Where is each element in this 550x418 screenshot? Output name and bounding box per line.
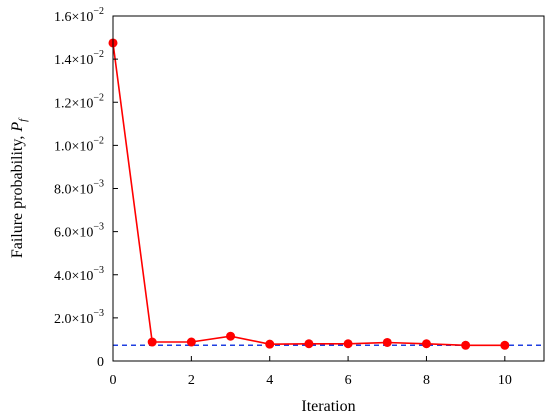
data-point xyxy=(343,339,353,349)
y-tick-label: 2.0×10−3 xyxy=(54,308,104,327)
y-tick-mantissa: 2.0×10 xyxy=(54,312,93,327)
y-tick-exponent: −2 xyxy=(93,92,104,103)
x-tick-label: 2 xyxy=(188,373,195,388)
x-tick-label: 0 xyxy=(110,373,117,388)
y-tick-exponent: −3 xyxy=(93,265,104,276)
y-axis-title-text: Failure probability, xyxy=(9,132,26,259)
y-tick-label: 6.0×10−3 xyxy=(54,222,104,241)
x-tick-label: 8 xyxy=(423,373,430,388)
series-line xyxy=(112,42,505,347)
plot-layer xyxy=(108,38,544,350)
data-point xyxy=(186,337,196,347)
y-tick-exponent: −3 xyxy=(93,222,104,233)
y-axis-title: Failure probability, Pf xyxy=(9,117,29,258)
y-tick-mantissa: 6.0×10 xyxy=(54,226,93,241)
y-tick-mantissa: 1.2×10 xyxy=(54,96,93,111)
data-point xyxy=(226,331,236,341)
y-tick-exponent: −2 xyxy=(93,49,104,60)
y-tick-exponent: −3 xyxy=(93,308,104,319)
y-tick-exponent: −3 xyxy=(93,179,104,190)
y-tick-mantissa: 1.0×10 xyxy=(54,139,93,154)
y-tick-label: 0 xyxy=(97,355,104,370)
y-tick-exponent: −2 xyxy=(93,135,104,146)
x-tick-label: 6 xyxy=(345,373,352,388)
data-point xyxy=(500,340,510,350)
data-point xyxy=(461,340,471,350)
data-point xyxy=(304,339,314,349)
y-tick-mantissa: 0 xyxy=(97,355,104,370)
plot-frame xyxy=(112,15,545,362)
data-point xyxy=(421,339,431,349)
x-tick-label: 4 xyxy=(266,373,273,388)
x-tick-label: 10 xyxy=(498,373,512,388)
x-axis: 0 2 4 6 8 10 xyxy=(110,356,512,388)
y-tick-mantissa: 8.0×10 xyxy=(54,183,93,198)
x-axis-title: Iteration xyxy=(301,398,355,415)
y-axis: 02.0×10−34.0×10−36.0×10−38.0×10−31.0×10−… xyxy=(54,6,118,370)
y-tick-label: 4.0×10−3 xyxy=(54,265,104,284)
data-point xyxy=(147,337,157,347)
y-axis-title-subscript: f xyxy=(17,117,29,122)
data-point xyxy=(382,337,392,347)
y-tick-exponent: −2 xyxy=(93,6,104,17)
y-tick-label: 1.6×10−2 xyxy=(54,6,104,25)
y-tick-mantissa: 1.4×10 xyxy=(54,53,93,68)
y-tick-mantissa: 1.6×10 xyxy=(54,10,93,25)
y-tick-label: 8.0×10−3 xyxy=(54,179,104,198)
y-tick-label: 1.2×10−2 xyxy=(54,92,104,111)
y-tick-label: 1.0×10−2 xyxy=(54,135,104,154)
data-point xyxy=(265,339,275,349)
y-tick-mantissa: 4.0×10 xyxy=(54,269,93,284)
y-tick-label: 1.4×10−2 xyxy=(54,49,104,68)
y-axis-title-symbol: P xyxy=(9,122,26,133)
